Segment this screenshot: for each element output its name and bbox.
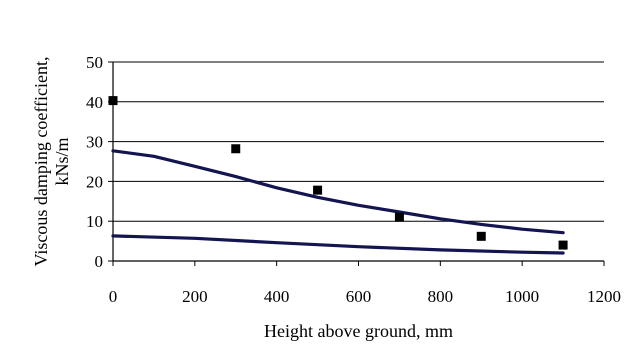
y-tick-label-4: 40	[86, 93, 103, 112]
fitted-curves	[111, 149, 565, 255]
x-tick-labels: 0 200 400 600 800 1000 1200	[109, 287, 621, 306]
grid	[113, 61, 604, 222]
x-tick-label-0: 0	[109, 287, 118, 306]
x-tick-label-6: 1200	[587, 287, 621, 306]
y-tick-labels: 0 10 20 30 40 50	[86, 53, 103, 271]
data-point-0	[108, 96, 118, 106]
x-tick-label-1: 200	[182, 287, 208, 306]
x-tick-label-2: 400	[264, 287, 290, 306]
fitted-curve-1	[111, 149, 565, 235]
y-tick-label-1: 10	[86, 212, 103, 231]
data-point-1	[231, 144, 241, 154]
y-axis-title-line-2: kNs/m	[52, 137, 72, 185]
data-point-2	[313, 185, 323, 195]
data-point-5	[558, 240, 568, 250]
axes	[108, 61, 605, 266]
fitted-curve-2	[111, 234, 565, 255]
x-tick-label-4: 800	[428, 287, 454, 306]
x-tick-label-3: 600	[346, 287, 372, 306]
y-axis-title-line-1: Viscous damping coefficient,	[31, 56, 51, 266]
y-tick-label-0: 0	[95, 252, 104, 271]
y-tick-label-5: 50	[86, 53, 103, 72]
data-point-4	[476, 231, 486, 241]
x-tick-label-5: 1000	[505, 287, 539, 306]
x-axis-title: Height above ground, mm	[264, 321, 453, 341]
y-tick-label-2: 20	[86, 172, 103, 191]
measured-points	[108, 96, 568, 250]
data-point-3	[394, 212, 404, 222]
y-tick-label-3: 30	[86, 133, 103, 152]
